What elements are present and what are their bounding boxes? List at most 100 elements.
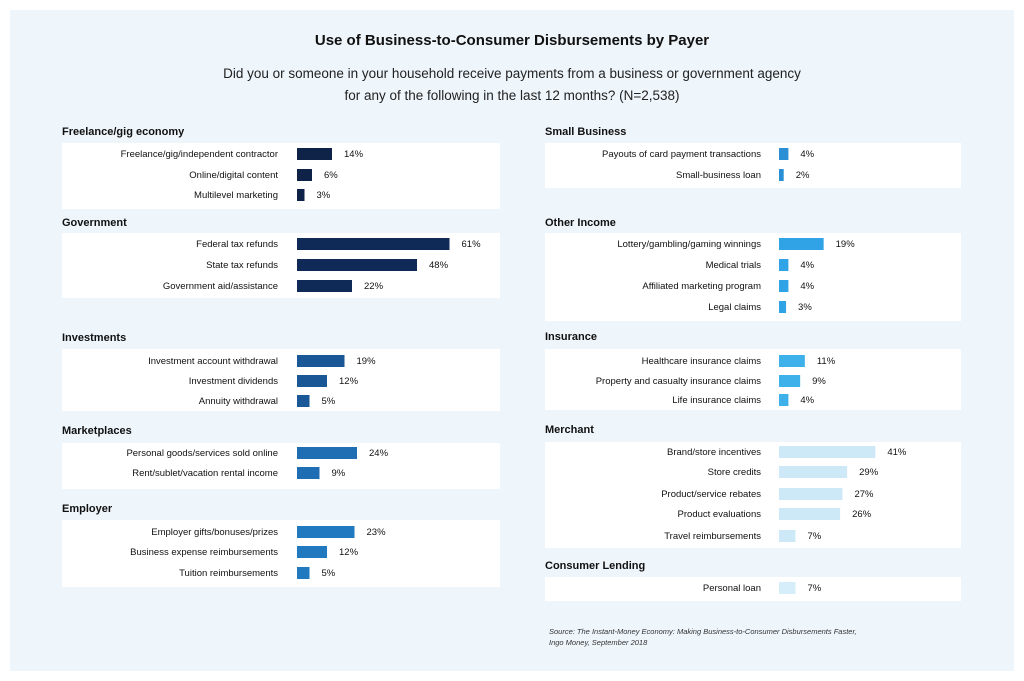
value-label: 23% xyxy=(367,527,387,538)
bar xyxy=(779,466,848,478)
bar xyxy=(779,394,789,406)
category-label: Federal tax refunds xyxy=(196,239,278,250)
group-box-freelance-gig-economy xyxy=(62,143,500,209)
value-label: 27% xyxy=(854,489,874,500)
bar xyxy=(297,189,305,201)
bar xyxy=(779,488,843,500)
bar xyxy=(297,567,310,579)
bar xyxy=(779,582,796,594)
value-label: 9% xyxy=(812,376,826,387)
bar xyxy=(779,375,801,387)
bar xyxy=(297,238,450,250)
value-label: 7% xyxy=(807,583,821,594)
group-label-insurance: Insurance xyxy=(545,331,597,343)
group-label-marketplaces: Marketplaces xyxy=(62,425,132,437)
bar xyxy=(779,169,784,181)
category-label: State tax refunds xyxy=(206,260,278,271)
bar xyxy=(297,169,312,181)
value-label: 4% xyxy=(800,260,814,271)
group-box-small-business xyxy=(545,143,961,188)
category-label: Rent/sublet/vacation rental income xyxy=(132,468,278,479)
group-box-insurance xyxy=(545,349,961,410)
group-label-government: Government xyxy=(62,217,127,229)
value-label: 12% xyxy=(339,547,359,558)
category-label: Store credits xyxy=(708,467,762,478)
group-label-merchant: Merchant xyxy=(545,424,594,436)
category-label: Annuity withdrawal xyxy=(199,396,278,407)
category-label: Small-business loan xyxy=(676,170,761,181)
group-box-merchant xyxy=(545,442,961,548)
bar xyxy=(779,280,789,292)
chart-subtitle-line2: for any of the following in the last 12 … xyxy=(344,88,680,103)
bar xyxy=(297,355,345,367)
category-label: Property and casualty insurance claims xyxy=(596,376,762,387)
category-label: Employer gifts/bonuses/prizes xyxy=(151,527,278,538)
group-label-employer: Employer xyxy=(62,503,113,515)
bar xyxy=(779,530,796,542)
group-label-investments: Investments xyxy=(62,332,126,344)
value-label: 61% xyxy=(462,239,482,250)
value-label: 3% xyxy=(317,190,331,201)
bar xyxy=(297,467,320,479)
bar xyxy=(297,395,310,407)
bar xyxy=(297,280,352,292)
group-label-consumer-lending: Consumer Lending xyxy=(545,560,645,572)
category-label: Lottery/gambling/gaming winnings xyxy=(617,239,761,250)
category-label: Brand/store incentives xyxy=(667,447,761,458)
source-note: Source: The Instant-Money Economy: Makin… xyxy=(549,626,909,648)
category-label: Product evaluations xyxy=(678,509,762,520)
value-label: 4% xyxy=(800,395,814,406)
value-label: 6% xyxy=(324,170,338,181)
value-label: 4% xyxy=(800,149,814,160)
bar xyxy=(779,148,789,160)
bar xyxy=(297,526,355,538)
value-label: 19% xyxy=(836,239,856,250)
group-box-other-income xyxy=(545,233,961,321)
value-label: 12% xyxy=(339,376,359,387)
bar xyxy=(779,446,876,458)
value-label: 14% xyxy=(344,149,364,160)
value-label: 11% xyxy=(817,356,836,367)
bar xyxy=(297,375,327,387)
value-label: 2% xyxy=(796,170,810,181)
source-line2: Ingo Money, September 2018 xyxy=(549,638,648,647)
category-label: Life insurance claims xyxy=(672,395,761,406)
category-label: Legal claims xyxy=(708,302,761,313)
category-label: Government aid/assistance xyxy=(163,281,278,292)
chart-title: Use of Business-to-Consumer Disbursement… xyxy=(314,32,710,49)
source-line1: Source: The Instant-Money Economy: Makin… xyxy=(549,627,857,636)
category-label: Medical trials xyxy=(706,260,762,271)
value-label: 29% xyxy=(859,467,879,478)
category-label: Personal loan xyxy=(703,583,761,594)
category-label: Business expense reimbursements xyxy=(130,547,278,558)
value-label: 22% xyxy=(364,281,384,292)
bar xyxy=(779,508,841,520)
category-label: Freelance/gig/independent contractor xyxy=(121,149,278,160)
category-label: Tuition reimbursements xyxy=(179,568,278,579)
value-label: 9% xyxy=(332,468,346,479)
bar xyxy=(779,238,824,250)
value-label: 41% xyxy=(887,447,907,458)
value-label: 7% xyxy=(807,531,821,542)
group-box-consumer-lending xyxy=(545,577,961,601)
bar xyxy=(779,355,805,367)
group-box-marketplaces xyxy=(62,443,500,489)
group-box-employer xyxy=(62,520,500,587)
category-label: Affiliated marketing program xyxy=(642,281,761,292)
bar xyxy=(297,447,357,459)
value-label: 3% xyxy=(798,302,812,313)
bar xyxy=(779,259,789,271)
value-label: 19% xyxy=(357,356,377,367)
bar xyxy=(297,148,332,160)
chart-subtitle-line1: Did you or someone in your household rec… xyxy=(223,66,801,81)
value-label: 24% xyxy=(369,448,389,459)
bar xyxy=(779,301,787,313)
value-label: 26% xyxy=(852,509,872,520)
category-label: Personal goods/services sold online xyxy=(126,448,278,459)
bar xyxy=(297,259,417,271)
group-box-investments xyxy=(62,349,500,411)
category-label: Multilevel marketing xyxy=(194,190,278,201)
category-label: Investment account withdrawal xyxy=(148,356,278,367)
category-label: Healthcare insurance claims xyxy=(642,356,762,367)
